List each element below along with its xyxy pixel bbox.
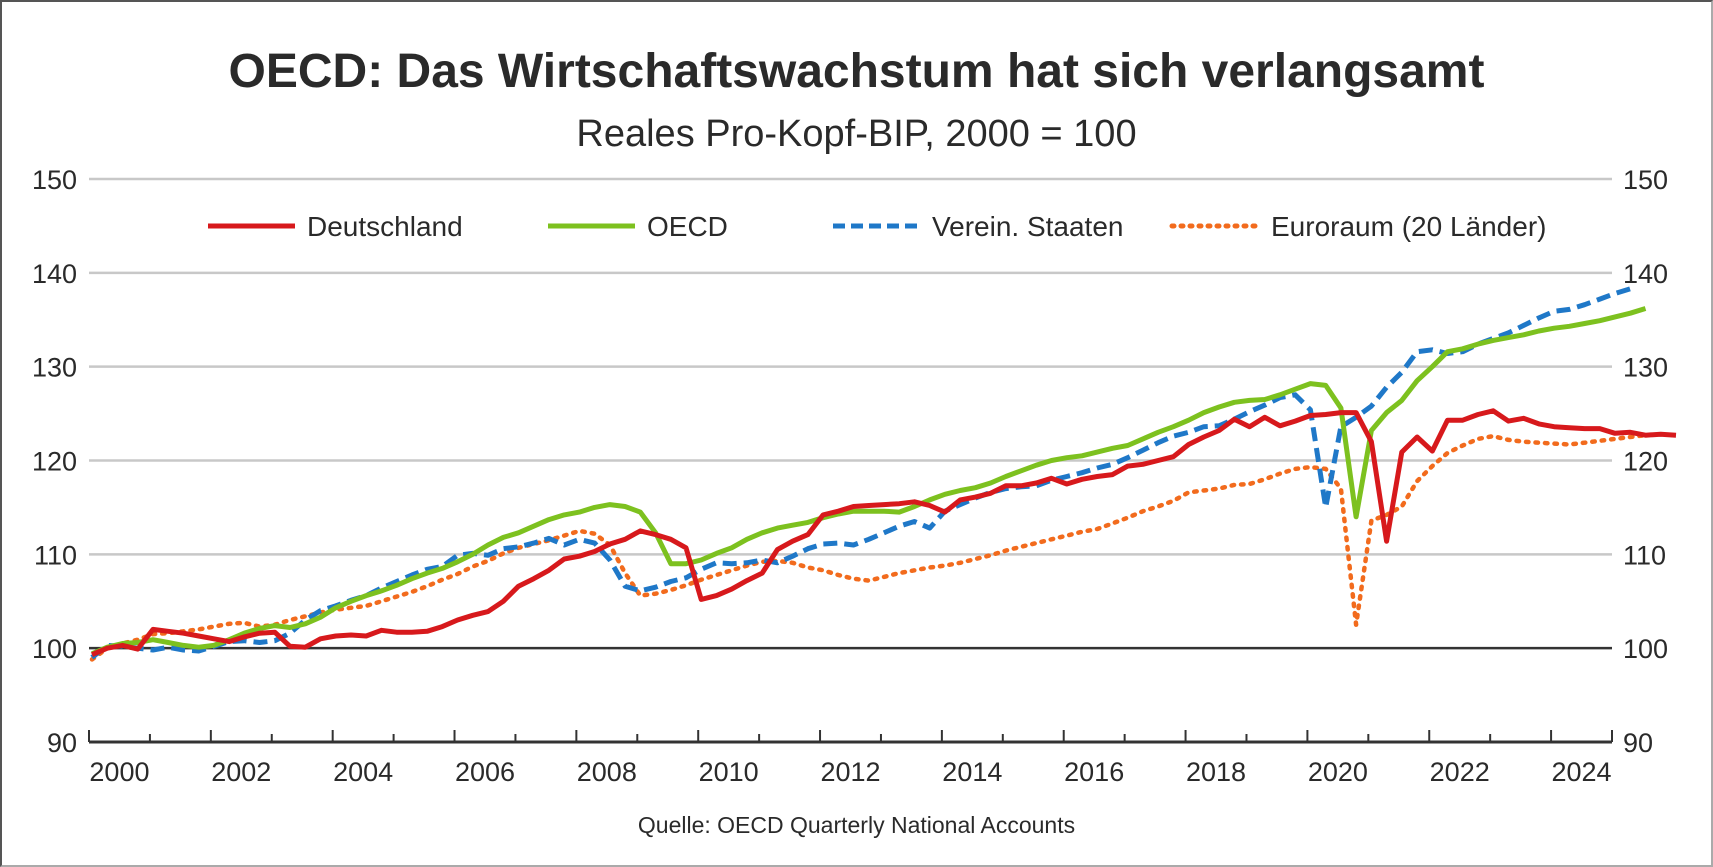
series-line-deutschland (91, 408, 1677, 658)
source-note: Quelle: OECD Quarterly National Accounts (637, 812, 1076, 838)
y-tick-label-left: 140 (32, 259, 77, 289)
x-tick-label: 2022 (1430, 757, 1490, 787)
chart-title: OECD: Das Wirtschaftswachstum hat sich v… (228, 45, 1485, 98)
y-tick-label-left: 120 (32, 447, 77, 477)
y-tick-label-right: 110 (1623, 540, 1666, 570)
y-tick-label-right: 100 (1623, 634, 1668, 664)
legend: Deutschland OECD Verein. Staaten Euroraum (… (208, 211, 1546, 242)
x-tick-label: 2008 (577, 757, 637, 787)
legend-label: OECD (647, 211, 728, 242)
x-tick-label: 2018 (1186, 757, 1246, 787)
y-axis-left: 90 100 110 120 130 140 150 (32, 165, 77, 758)
x-tick-label: 2010 (699, 757, 759, 787)
series-lines (89, 286, 1677, 662)
x-tick-label: 2020 (1308, 757, 1368, 787)
x-tick-label: 2002 (211, 757, 271, 787)
y-tick-label-right: 120 (1623, 447, 1668, 477)
y-tick-label-right: 130 (1623, 353, 1668, 383)
x-tick-label: 2016 (1064, 757, 1124, 787)
y-tick-label-left: 150 (32, 165, 77, 195)
gridlines (89, 177, 1612, 650)
y-tick-label-left: 90 (47, 728, 77, 758)
legend-item: Deutschland (208, 211, 463, 242)
y-tick-label-right: 90 (1623, 728, 1653, 758)
y-tick-label-left: 110 (34, 540, 77, 570)
legend-label: Verein. Staaten (932, 211, 1123, 242)
x-axis: 2000 2002 2004 2006 2008 2010 2012 2014 2016 2018… (88, 730, 1613, 787)
legend-label: Deutschland (307, 211, 463, 242)
y-axis-right: 90 100 110 120 130 140 150 (1623, 165, 1668, 758)
y-tick-label-left: 100 (32, 634, 77, 664)
x-tick-label: 2006 (455, 757, 515, 787)
chart-subtitle: Reales Pro-Kopf-BIP, 2000 = 100 (576, 113, 1137, 155)
series-line-euroraum-20-l-nder (89, 432, 1648, 662)
y-tick-label-right: 150 (1623, 165, 1668, 195)
y-tick-label-right: 140 (1623, 259, 1668, 289)
x-tick-label: 2012 (820, 757, 880, 787)
legend-item: OECD (548, 211, 728, 242)
y-tick-label-left: 130 (32, 353, 77, 383)
x-tick-label: 2004 (333, 757, 393, 787)
legend-label: Euroraum (20 Länder) (1271, 211, 1546, 242)
x-tick-label: 2024 (1552, 757, 1612, 787)
series-line-oecd (91, 306, 1647, 657)
legend-item: Verein. Staaten (833, 211, 1123, 242)
x-tick-label: 2000 (89, 757, 149, 787)
x-tick-label: 2014 (942, 757, 1002, 787)
legend-item: Euroraum (20 Länder) (1169, 211, 1546, 242)
